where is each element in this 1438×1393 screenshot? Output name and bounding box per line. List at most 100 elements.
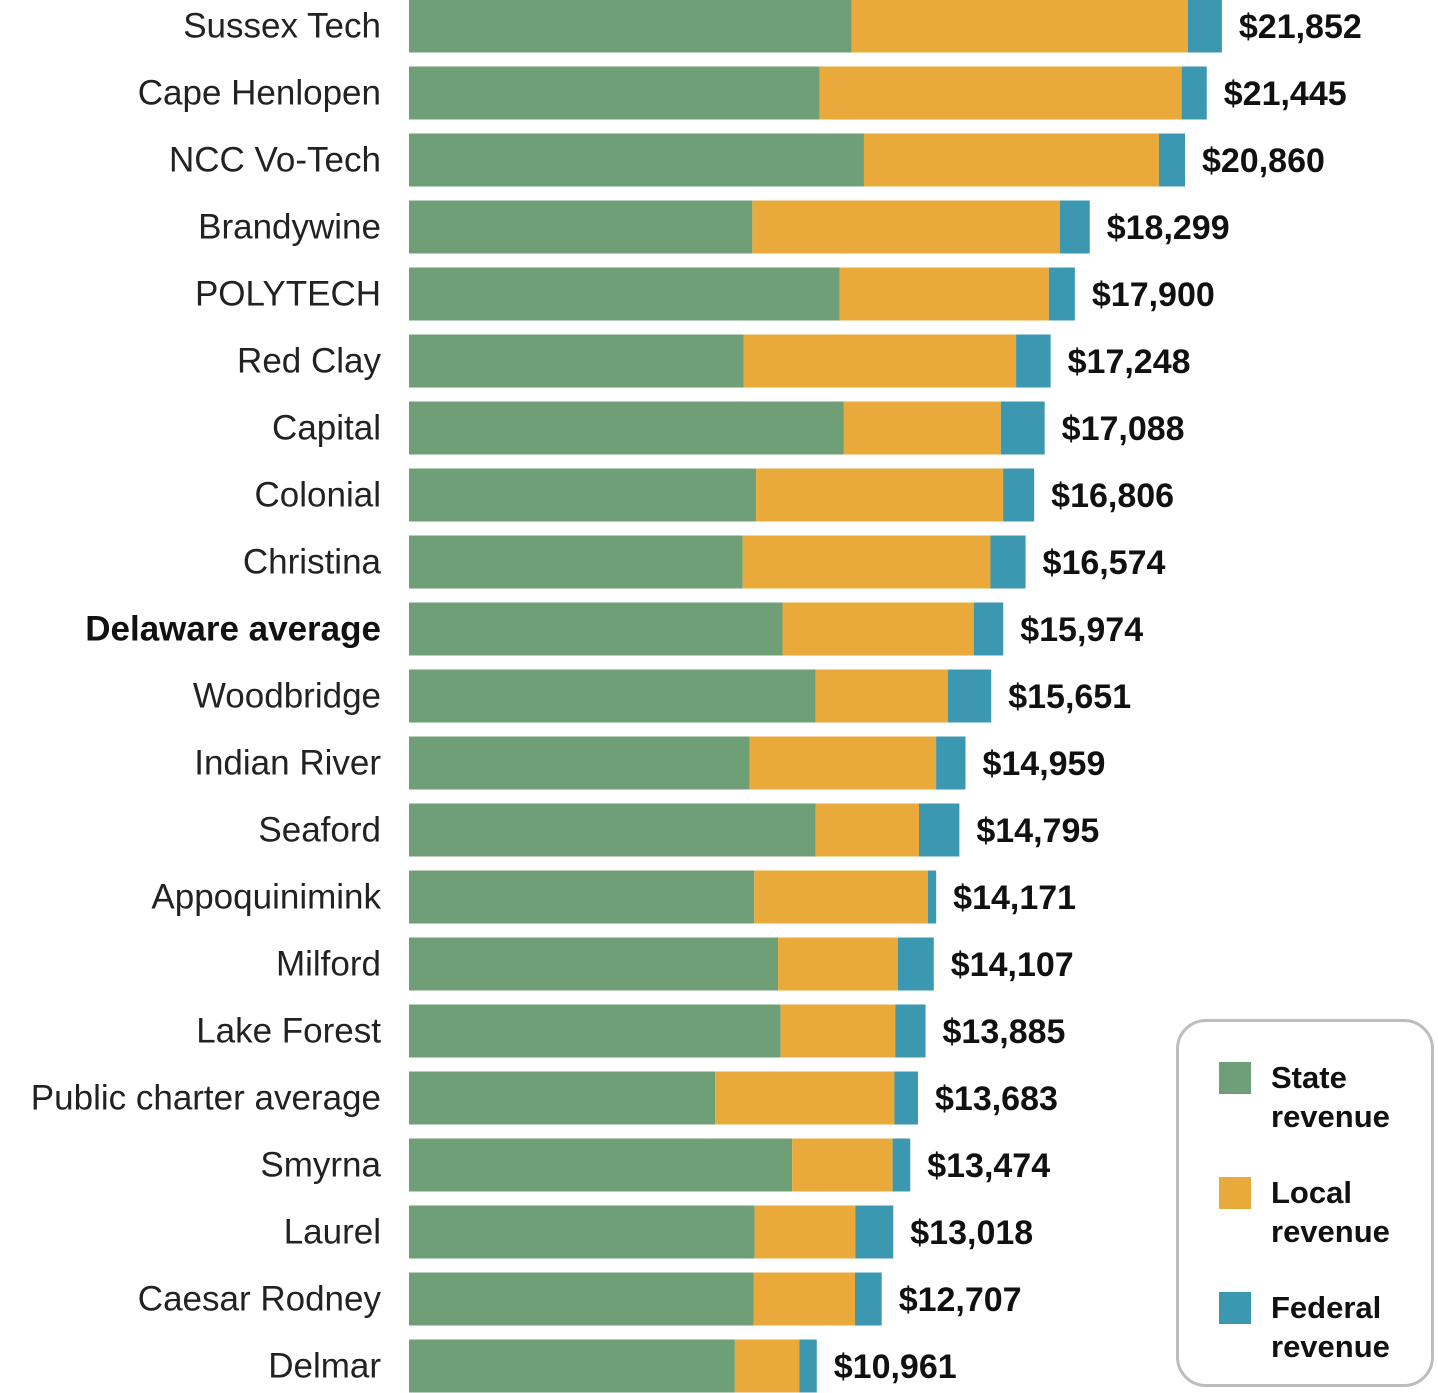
category-label-red-clay: Red Clay [237, 342, 381, 381]
category-label-brandywine: Brandywine [198, 208, 381, 247]
total-label-caesar-rodney: $12,707 [899, 1281, 1022, 1319]
bar-state-laurel [409, 1205, 755, 1259]
total-label-delaware-average: $15,974 [1020, 611, 1143, 649]
bar-state-polytech [409, 267, 840, 321]
bar-state-delmar [409, 1339, 735, 1393]
total-label-woodbridge: $15,651 [1008, 678, 1131, 716]
bar-federal-caesar-rodney [855, 1272, 882, 1326]
total-label-ncc-vo-tech: $20,860 [1202, 142, 1325, 180]
category-label-appoquinimink: Appoquinimink [151, 878, 381, 917]
legend-swatch-local [1219, 1177, 1251, 1209]
category-label-indian-river: Indian River [194, 744, 381, 783]
bar-local-colonial [756, 468, 1004, 522]
category-label-cape-henlopen: Cape Henlopen [138, 74, 381, 113]
category-label-delaware-average: Delaware average [85, 610, 381, 649]
category-label-milford: Milford [276, 945, 381, 984]
category-label-colonial: Colonial [255, 476, 381, 515]
bar-state-indian-river [409, 736, 750, 790]
bar-local-milford [778, 937, 898, 991]
bar-state-woodbridge [409, 669, 816, 723]
total-label-appoquinimink: $14,171 [953, 879, 1076, 917]
bar-federal-capital [1000, 401, 1045, 455]
category-label-capital: Capital [272, 409, 381, 448]
bar-state-christina [409, 535, 743, 589]
bar-state-cape-henlopen [409, 66, 820, 120]
category-label-smyrna: Smyrna [260, 1146, 381, 1185]
total-label-seaford: $14,795 [976, 812, 1099, 850]
bars-group [409, 0, 1222, 1393]
bar-federal-christina [990, 535, 1026, 589]
bar-local-delmar [734, 1339, 800, 1393]
bar-federal-seaford [919, 803, 960, 857]
bar-local-laurel [754, 1205, 856, 1259]
bar-federal-public-charter-average [894, 1071, 919, 1125]
bar-local-red-clay [743, 334, 1017, 388]
total-label-smyrna: $13,474 [927, 1147, 1050, 1185]
category-label-delmar: Delmar [268, 1347, 381, 1386]
total-label-delmar: $10,961 [834, 1348, 957, 1386]
category-label-sussex-tech: Sussex Tech [183, 7, 381, 46]
total-label-public-charter-average: $13,683 [935, 1080, 1058, 1118]
bar-state-brandywine [409, 200, 753, 254]
bar-state-smyrna [409, 1138, 793, 1192]
bar-state-public-charter-average [409, 1071, 716, 1125]
category-label-seaford: Seaford [258, 811, 381, 850]
category-label-woodbridge: Woodbridge [193, 677, 381, 716]
bar-local-brandywine [752, 200, 1060, 254]
bar-local-public-charter-average [715, 1071, 895, 1125]
bar-federal-brandywine [1060, 200, 1090, 254]
legend-label-federal: Federal revenue [1271, 1290, 1390, 1364]
bar-federal-red-clay [1016, 334, 1051, 388]
bar-federal-laurel [855, 1205, 894, 1259]
bar-state-milford [409, 937, 779, 991]
bar-federal-delaware-average [973, 602, 1004, 656]
legend-swatch-federal [1219, 1292, 1251, 1324]
bar-state-seaford [409, 803, 816, 857]
bar-state-capital [409, 401, 844, 455]
total-label-indian-river: $14,959 [982, 745, 1105, 783]
bar-state-delaware-average [409, 602, 783, 656]
bar-local-lake-forest [780, 1004, 896, 1058]
legend-label-state: State revenue [1271, 1060, 1390, 1134]
bar-local-christina [742, 535, 991, 589]
total-label-red-clay: $17,248 [1068, 343, 1191, 381]
bar-federal-ncc-vo-tech [1158, 133, 1185, 187]
bar-local-cape-henlopen [819, 66, 1182, 120]
bar-state-sussex-tech [409, 0, 852, 53]
legend-swatch-state [1219, 1062, 1251, 1094]
bar-local-capital [843, 401, 1001, 455]
bar-federal-polytech [1048, 267, 1075, 321]
category-label-laurel: Laurel [284, 1213, 381, 1252]
bar-federal-appoquinimink [927, 870, 937, 924]
bar-federal-woodbridge [948, 669, 992, 723]
bar-state-ncc-vo-tech [409, 133, 864, 187]
total-label-polytech: $17,900 [1092, 276, 1215, 314]
total-labels-group: $21,852 $21,445 $20,860 $18,299 $17,900 $17,2… [834, 8, 1362, 1386]
total-label-brandywine: $18,299 [1107, 209, 1230, 247]
bar-state-lake-forest [409, 1004, 781, 1058]
bar-local-seaford [815, 803, 920, 857]
total-label-sussex-tech: $21,852 [1239, 8, 1362, 46]
bar-local-indian-river [749, 736, 937, 790]
bar-federal-indian-river [936, 736, 966, 790]
category-label-public-charter-average: Public charter average [31, 1079, 381, 1118]
category-label-lake-forest: Lake Forest [196, 1012, 381, 1051]
category-label-ncc-vo-tech: NCC Vo-Tech [169, 141, 381, 180]
total-label-milford: $14,107 [951, 946, 1074, 984]
bar-local-caesar-rodney [753, 1272, 856, 1326]
bar-federal-colonial [1003, 468, 1035, 522]
bar-state-appoquinimink [409, 870, 755, 924]
bar-federal-sussex-tech [1187, 0, 1222, 53]
category-label-polytech: POLYTECH [195, 275, 381, 314]
bar-local-sussex-tech [851, 0, 1188, 53]
category-labels-group: Sussex Tech Cape Henlopen NCC Vo-Tech Brand… [31, 7, 382, 1386]
bar-local-delaware-average [782, 602, 974, 656]
bar-local-woodbridge [815, 669, 949, 723]
total-label-lake-forest: $13,885 [943, 1013, 1066, 1051]
total-label-colonial: $16,806 [1051, 477, 1174, 515]
category-label-caesar-rodney: Caesar Rodney [138, 1280, 382, 1319]
bar-local-appoquinimink [754, 870, 928, 924]
bar-federal-cape-henlopen [1181, 66, 1207, 120]
bar-federal-smyrna [892, 1138, 911, 1192]
bar-federal-lake-forest [895, 1004, 926, 1058]
